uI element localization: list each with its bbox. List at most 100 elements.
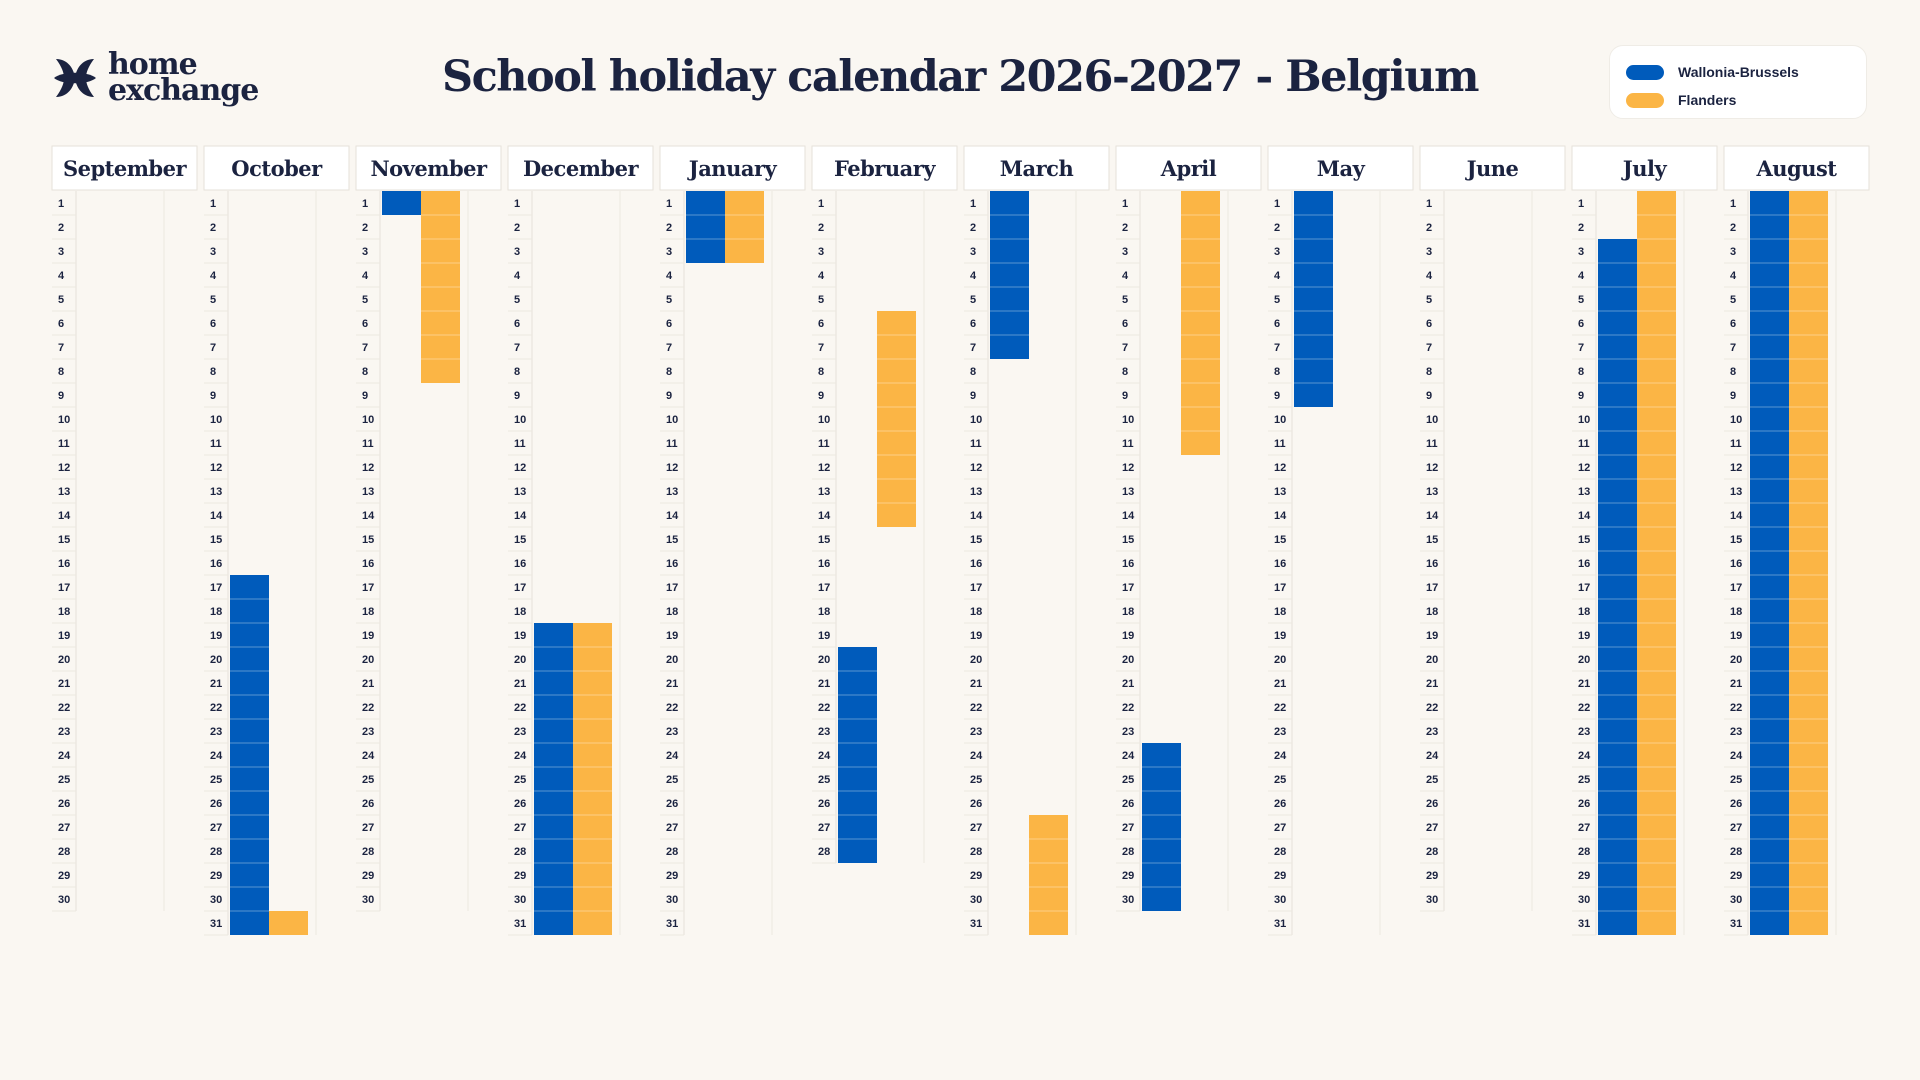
month-label-october: October	[231, 156, 323, 181]
day-number: 19	[666, 630, 678, 642]
day-number: 24	[1122, 750, 1135, 762]
day-number: 26	[1122, 798, 1134, 810]
day-number: 25	[818, 774, 830, 786]
day-number: 6	[1730, 318, 1736, 330]
day-number: 18	[818, 606, 830, 618]
day-number: 19	[970, 630, 982, 642]
day-number: 11	[1122, 438, 1134, 450]
day-number: 10	[1122, 414, 1134, 426]
day-number: 21	[514, 678, 526, 690]
day-number: 8	[58, 366, 64, 378]
day-number: 3	[1122, 246, 1128, 258]
day-number: 16	[1578, 558, 1590, 570]
day-number: 15	[1730, 534, 1742, 546]
day-number: 3	[970, 246, 976, 258]
flanders-holiday-bar	[269, 911, 308, 935]
day-number: 21	[1730, 678, 1742, 690]
day-number: 30	[1274, 894, 1286, 906]
day-number: 29	[666, 870, 678, 882]
legend: Wallonia-Brussels Flanders	[1609, 45, 1867, 119]
day-number: 22	[210, 702, 222, 714]
day-number: 3	[58, 246, 64, 258]
day-number: 29	[970, 870, 982, 882]
day-number: 2	[1730, 222, 1736, 234]
day-number: 7	[818, 342, 824, 354]
day-number: 7	[210, 342, 216, 354]
day-number: 17	[666, 582, 678, 594]
day-number: 28	[210, 846, 222, 858]
day-number: 19	[1578, 630, 1590, 642]
day-number: 12	[1730, 462, 1742, 474]
day-number: 21	[1426, 678, 1438, 690]
wallonia-holiday-bar	[1598, 239, 1637, 935]
day-number: 20	[1274, 654, 1286, 666]
day-number: 3	[1578, 246, 1584, 258]
day-number: 29	[1426, 870, 1438, 882]
day-number: 31	[970, 918, 982, 930]
day-number: 25	[1274, 774, 1286, 786]
day-number: 10	[1274, 414, 1286, 426]
legend-item-flanders: Flanders	[1626, 86, 1850, 114]
day-number: 5	[1274, 294, 1280, 306]
day-number: 9	[818, 390, 824, 402]
day-number: 14	[514, 510, 527, 522]
day-number: 17	[1730, 582, 1742, 594]
day-number: 22	[514, 702, 526, 714]
month-header-may	[1267, 145, 1414, 191]
day-number: 15	[210, 534, 222, 546]
day-number: 28	[514, 846, 526, 858]
day-number: 4	[58, 270, 65, 282]
flanders-holiday-bar	[421, 191, 460, 383]
day-number: 18	[666, 606, 678, 618]
day-number: 12	[1578, 462, 1590, 474]
day-number: 16	[1426, 558, 1438, 570]
day-number: 13	[1274, 486, 1286, 498]
day-number: 12	[970, 462, 982, 474]
day-number: 24	[362, 750, 375, 762]
month-header-january	[659, 145, 806, 191]
page-title: School holiday calendar 2026-2027 - Belg…	[442, 52, 1479, 102]
day-number: 12	[1426, 462, 1438, 474]
day-number: 31	[1730, 918, 1742, 930]
day-number: 12	[514, 462, 526, 474]
day-number: 6	[818, 318, 824, 330]
day-number: 6	[1578, 318, 1584, 330]
day-number: 17	[210, 582, 222, 594]
day-number: 21	[818, 678, 830, 690]
wallonia-holiday-bar	[1294, 191, 1333, 407]
day-number: 15	[362, 534, 374, 546]
day-number: 18	[970, 606, 982, 618]
day-number: 9	[210, 390, 216, 402]
day-number: 23	[970, 726, 982, 738]
day-number: 2	[666, 222, 672, 234]
day-number: 4	[666, 270, 673, 282]
month-label-june: June	[1465, 156, 1519, 181]
day-number: 1	[210, 198, 216, 210]
day-number: 29	[1122, 870, 1134, 882]
day-number: 30	[1122, 894, 1134, 906]
legend-label-flanders: Flanders	[1678, 92, 1737, 108]
day-number: 7	[970, 342, 976, 354]
day-number: 20	[58, 654, 70, 666]
day-number: 6	[58, 318, 64, 330]
day-number: 9	[1122, 390, 1128, 402]
flanders-holiday-bar	[1637, 191, 1676, 935]
day-number: 28	[1730, 846, 1742, 858]
day-number: 3	[210, 246, 216, 258]
day-number: 21	[362, 678, 374, 690]
day-number: 22	[818, 702, 830, 714]
day-number: 5	[1426, 294, 1432, 306]
day-number: 13	[818, 486, 830, 498]
day-number: 17	[1426, 582, 1438, 594]
day-number: 28	[1426, 846, 1438, 858]
day-number: 10	[666, 414, 678, 426]
day-number: 28	[58, 846, 70, 858]
month-header-december	[507, 145, 654, 191]
day-number: 9	[362, 390, 368, 402]
day-number: 25	[1426, 774, 1438, 786]
day-number: 31	[666, 918, 678, 930]
day-number: 13	[1730, 486, 1742, 498]
day-number: 17	[58, 582, 70, 594]
day-number: 1	[666, 198, 672, 210]
day-number: 16	[1122, 558, 1134, 570]
